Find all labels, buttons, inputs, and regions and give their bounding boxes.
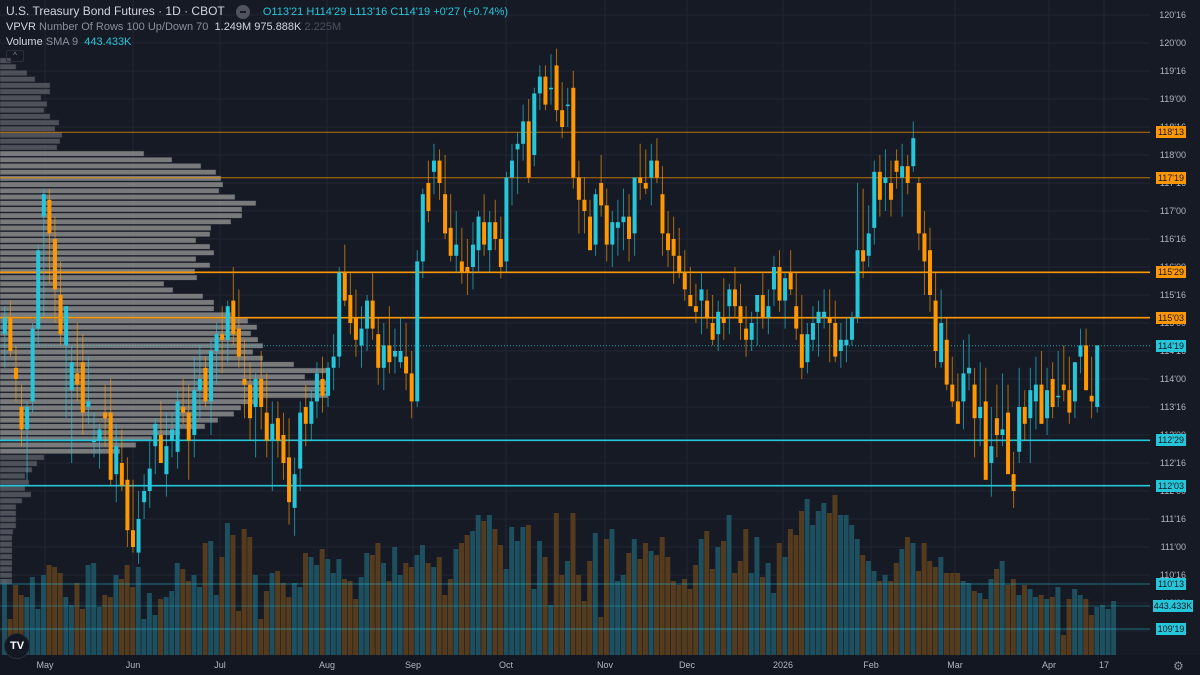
time-axis-background <box>0 655 1200 675</box>
vpvr-name: VPVR <box>6 21 36 33</box>
time-axis-label: Dec <box>678 660 696 670</box>
legend-vpvr[interactable]: VPVR Number Of Rows 100 Up/Down 70 1.249… <box>6 21 341 33</box>
time-axis-label: Apr <box>1041 660 1057 670</box>
volume-value: 443.433K <box>84 36 132 48</box>
price-level-tag: 117'19 <box>1156 171 1186 184</box>
vpvr-up-volume: 1.249M <box>214 21 252 33</box>
legend-volume[interactable]: Volume SMA 9 443.433K <box>6 36 131 48</box>
price-level-tag: 112'29 <box>1156 434 1186 447</box>
ohlc-high-label: H <box>306 6 315 18</box>
time-axis-label: Jul <box>214 660 226 670</box>
price-axis-label: 114'00 <box>1159 374 1186 384</box>
volume-profile <box>0 57 331 585</box>
price-level-tag: 112'03 <box>1156 479 1186 492</box>
volume-level-tag: 443.433K <box>1153 600 1193 612</box>
gear-icon[interactable]: ⚙ <box>1173 659 1184 673</box>
collapse-legend-button[interactable] <box>235 5 250 20</box>
price-axis-label: 111'16 <box>1160 514 1186 524</box>
candlestick-series <box>2 48 1100 564</box>
time-axis-label: Jun <box>125 660 141 670</box>
time-axis-label: May <box>36 660 54 670</box>
price-axis-label: 119'16 <box>1159 66 1186 76</box>
volume-level-tag: 110'13 <box>1156 578 1186 590</box>
price-level-tag: 114'19 <box>1156 339 1186 352</box>
price-axis-label: 116'16 <box>1159 234 1186 244</box>
vpvr-params: Number Of Rows 100 Up/Down 70 <box>39 21 209 33</box>
price-level-tag: 115'29 <box>1156 266 1186 279</box>
time-axis-label: Feb <box>863 660 879 670</box>
volume-level-tag: 109'19 <box>1156 623 1186 635</box>
price-axis-label: 112'16 <box>1159 458 1186 468</box>
price-axis-label: 115'16 <box>1159 290 1186 300</box>
price-axis-label: 113'16 <box>1159 402 1186 412</box>
price-axis-label: 118'00 <box>1159 150 1186 160</box>
time-axis-label: 17 <box>1098 660 1110 670</box>
time-axis-label: Sep <box>404 660 422 670</box>
ohlc-low: 113'16 <box>355 6 388 18</box>
price-axis-label: 120'16 <box>1159 10 1186 20</box>
ohlc-low-label: L <box>349 6 356 18</box>
price-axis-label: 120'00 <box>1159 38 1186 48</box>
symbol-title: U.S. Treasury Bond Futures · 1D · CBOT <box>6 4 225 18</box>
tradingview-logo-icon[interactable]: TV <box>4 633 30 659</box>
time-axis-label: Oct <box>498 660 514 670</box>
legend-main: U.S. Treasury Bond Futures · 1D · CBOT O… <box>6 4 509 20</box>
vpvr-total-volume: 2.225M <box>304 21 342 33</box>
time-axis-label: 2026 <box>772 660 794 670</box>
ohlc-high: 114'29 <box>314 6 347 18</box>
vpvr-down-volume: 975.888K <box>254 21 302 33</box>
price-axis-label: 111'00 <box>1160 542 1186 552</box>
price-axis-label: 117'00 <box>1159 206 1186 216</box>
time-axis-label: Mar <box>947 660 963 670</box>
ohlc-open-label: O <box>262 6 272 18</box>
ohlc-close: 114'19 <box>398 6 431 18</box>
scroll-up-icon[interactable]: ^ <box>6 50 24 62</box>
ohlc-open: 113'21 <box>271 6 304 18</box>
price-axis-label: 110'16 <box>1159 570 1186 580</box>
volume-params: SMA 9 <box>45 36 79 48</box>
ohlc-change: +0'27 (+0.74%) <box>433 6 509 18</box>
price-level-tag: 118'13 <box>1156 126 1186 139</box>
price-level-tag: 115'03 <box>1156 311 1186 324</box>
price-axis-label: 119'00 <box>1159 94 1186 104</box>
time-axis-label: Aug <box>318 660 336 670</box>
volume-name: Volume <box>6 36 43 48</box>
ohlc-close-label: C <box>390 6 399 18</box>
time-axis-label: Nov <box>596 660 614 670</box>
